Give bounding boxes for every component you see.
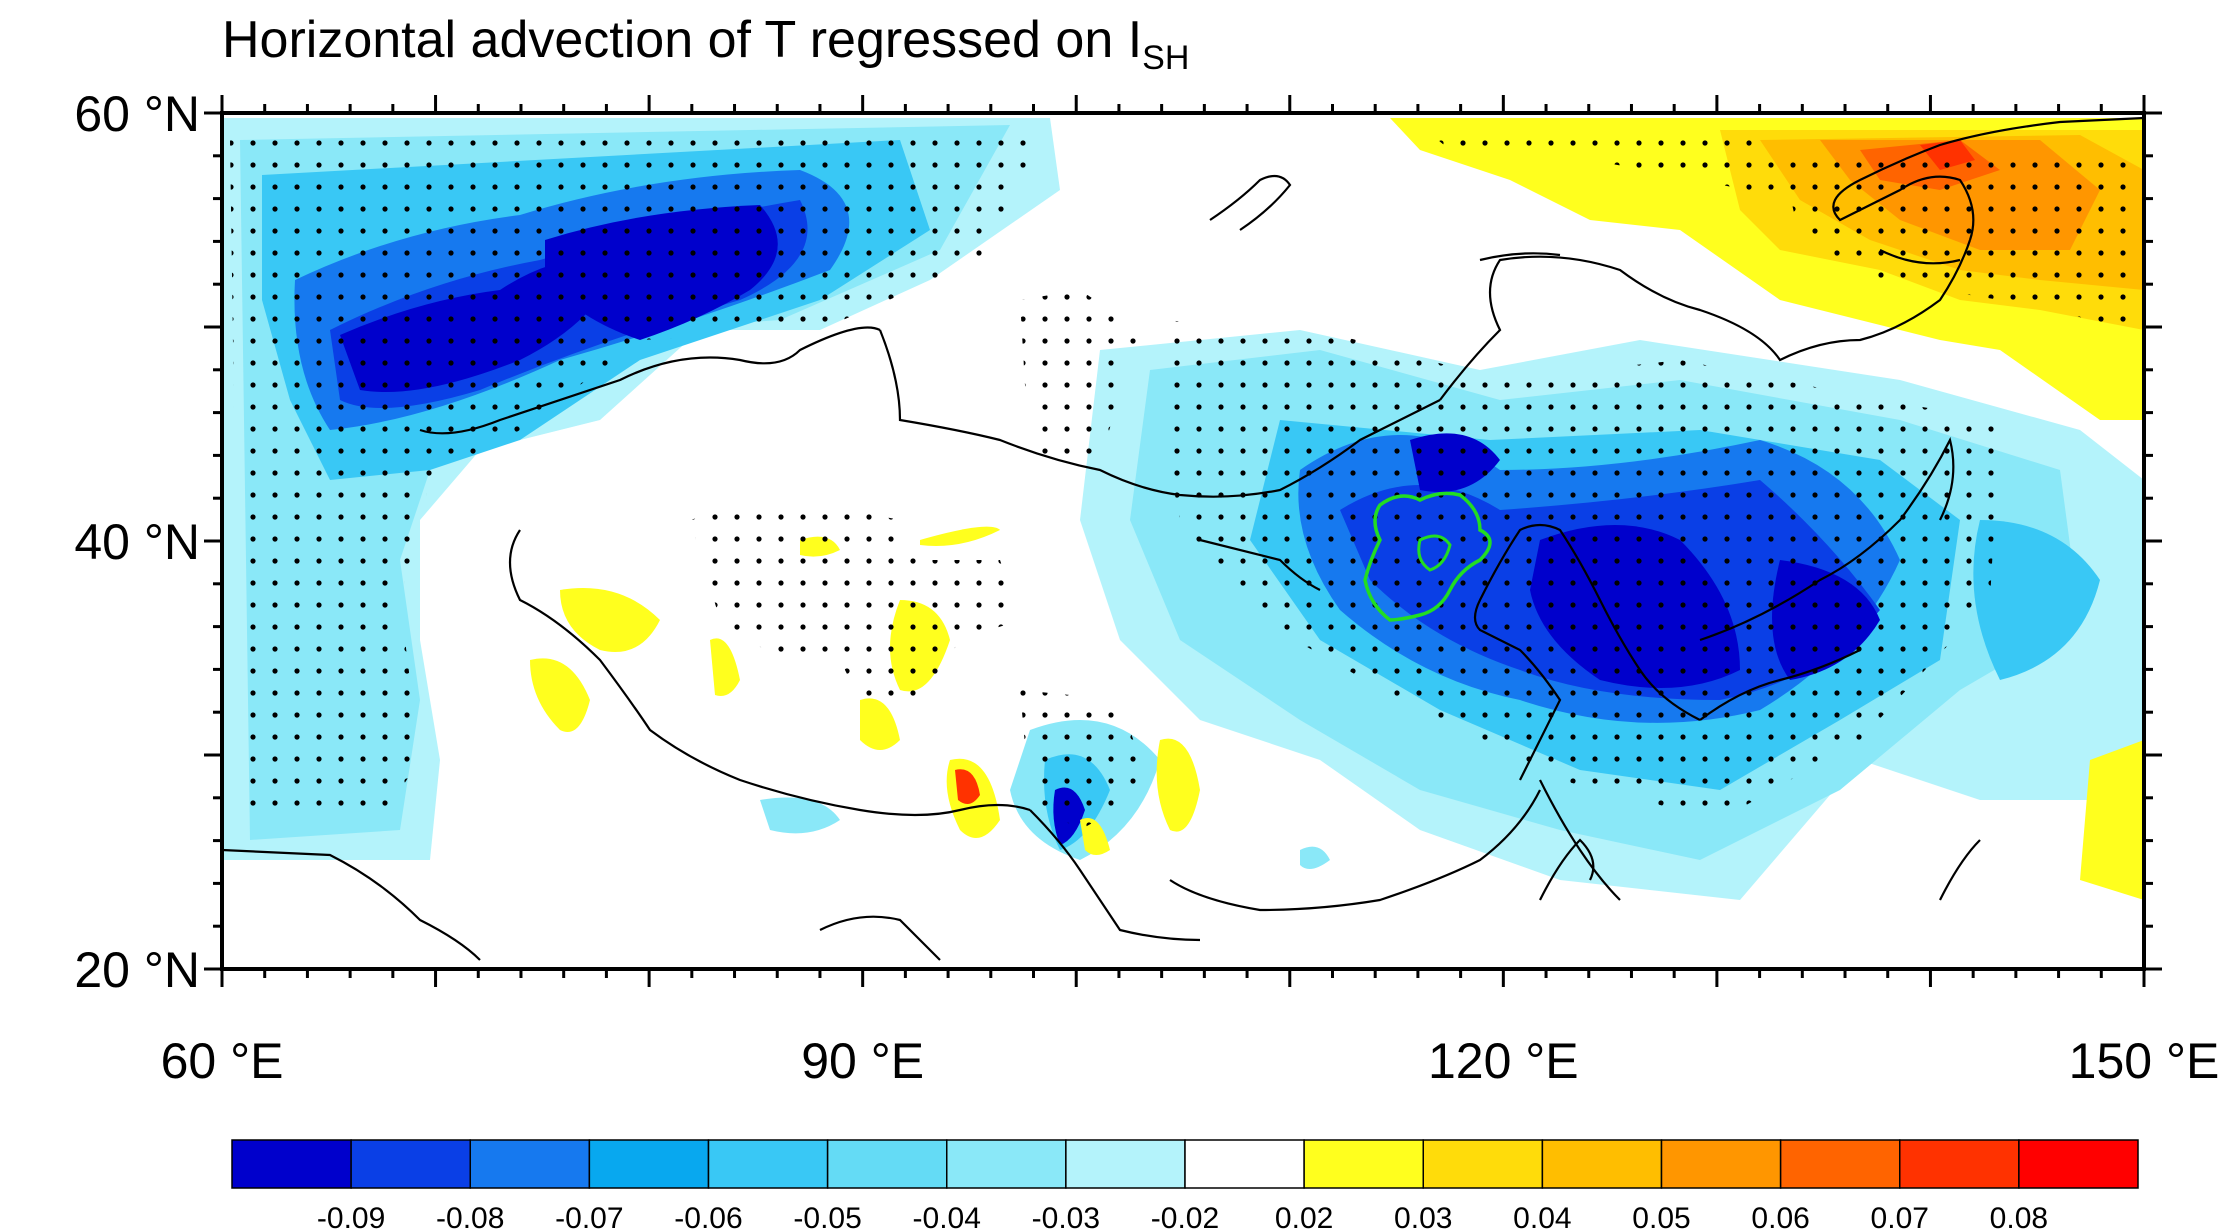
title-main: Horizontal advection of T regressed on I [222, 11, 1143, 69]
colorbar-label: 0.03 [1394, 1202, 1452, 1232]
chart-title: Horizontal advection of T regressed on I… [222, 10, 1189, 78]
colorbar-label: -0.07 [555, 1202, 623, 1232]
map-plot-area [222, 113, 2144, 969]
colorbar-swatch [469, 1139, 591, 1189]
colorbar-label: -0.06 [674, 1202, 742, 1232]
highlighted-subregion-outline [1417, 534, 1452, 572]
colorbar-swatch [1660, 1139, 1782, 1189]
latitude-labels: 20 °N 40 °N 60 °N [74, 86, 200, 998]
colorbar-swatch [1899, 1139, 2020, 1189]
colorbar-swatch [946, 1139, 1067, 1189]
colorbar-swatch [1541, 1139, 1663, 1189]
lon-label: 90 °E [801, 1033, 924, 1089]
colorbar-swatch [1303, 1139, 1424, 1189]
colorbar-label: -0.08 [436, 1202, 504, 1232]
longitude-labels: 60 °E 90 °E 120 °E 150 °E [161, 1033, 2220, 1089]
colorbar-swatch [826, 1139, 948, 1189]
significance-stippling [230, 125, 2140, 830]
colorbar-label: 0.02 [1275, 1202, 1333, 1232]
colorbar-label: -0.09 [317, 1202, 385, 1232]
highlighted-region-outline [1363, 491, 1492, 622]
lon-label: 150 °E [2069, 1033, 2220, 1089]
colorbar-swatch [1184, 1139, 1305, 1189]
colorbar-label: -0.05 [793, 1202, 861, 1232]
colorbar-label: 0.05 [1632, 1202, 1690, 1232]
colorbar-swatch [588, 1139, 710, 1189]
colorbar-label: -0.03 [1032, 1202, 1100, 1232]
colorbar-label: 0.08 [1990, 1202, 2048, 1232]
colorbar-label: 0.06 [1751, 1202, 1809, 1232]
colorbar-swatch [1422, 1139, 1544, 1189]
coastlines-and-boundaries [222, 116, 2144, 961]
lat-label: 40 °N [74, 514, 200, 570]
axis-ticks [204, 95, 2162, 987]
colorbar-swatch [231, 1139, 352, 1189]
lon-label: 60 °E [161, 1033, 284, 1089]
colorbar-label: -0.04 [913, 1202, 981, 1232]
colorbar-swatch [350, 1139, 471, 1189]
colorbar-swatch [2018, 1139, 2139, 1189]
colorbar-swatch [707, 1139, 829, 1189]
lat-label: 20 °N [74, 942, 200, 998]
colorbar-label: 0.04 [1513, 1202, 1571, 1232]
lat-label: 60 °N [74, 86, 200, 142]
lon-label: 120 °E [1428, 1033, 1579, 1089]
colorbar-label: -0.02 [1151, 1202, 1219, 1232]
colorbar-swatch [1065, 1139, 1186, 1189]
colorbar-label: 0.07 [1871, 1202, 1929, 1232]
colorbar: -0.09 -0.08 -0.07 -0.06 -0.05 -0.04 -0.03 -0.02… [231, 1139, 2139, 1232]
colorbar-swatch [1779, 1139, 1901, 1189]
title-subscript: SH [1142, 39, 1190, 77]
